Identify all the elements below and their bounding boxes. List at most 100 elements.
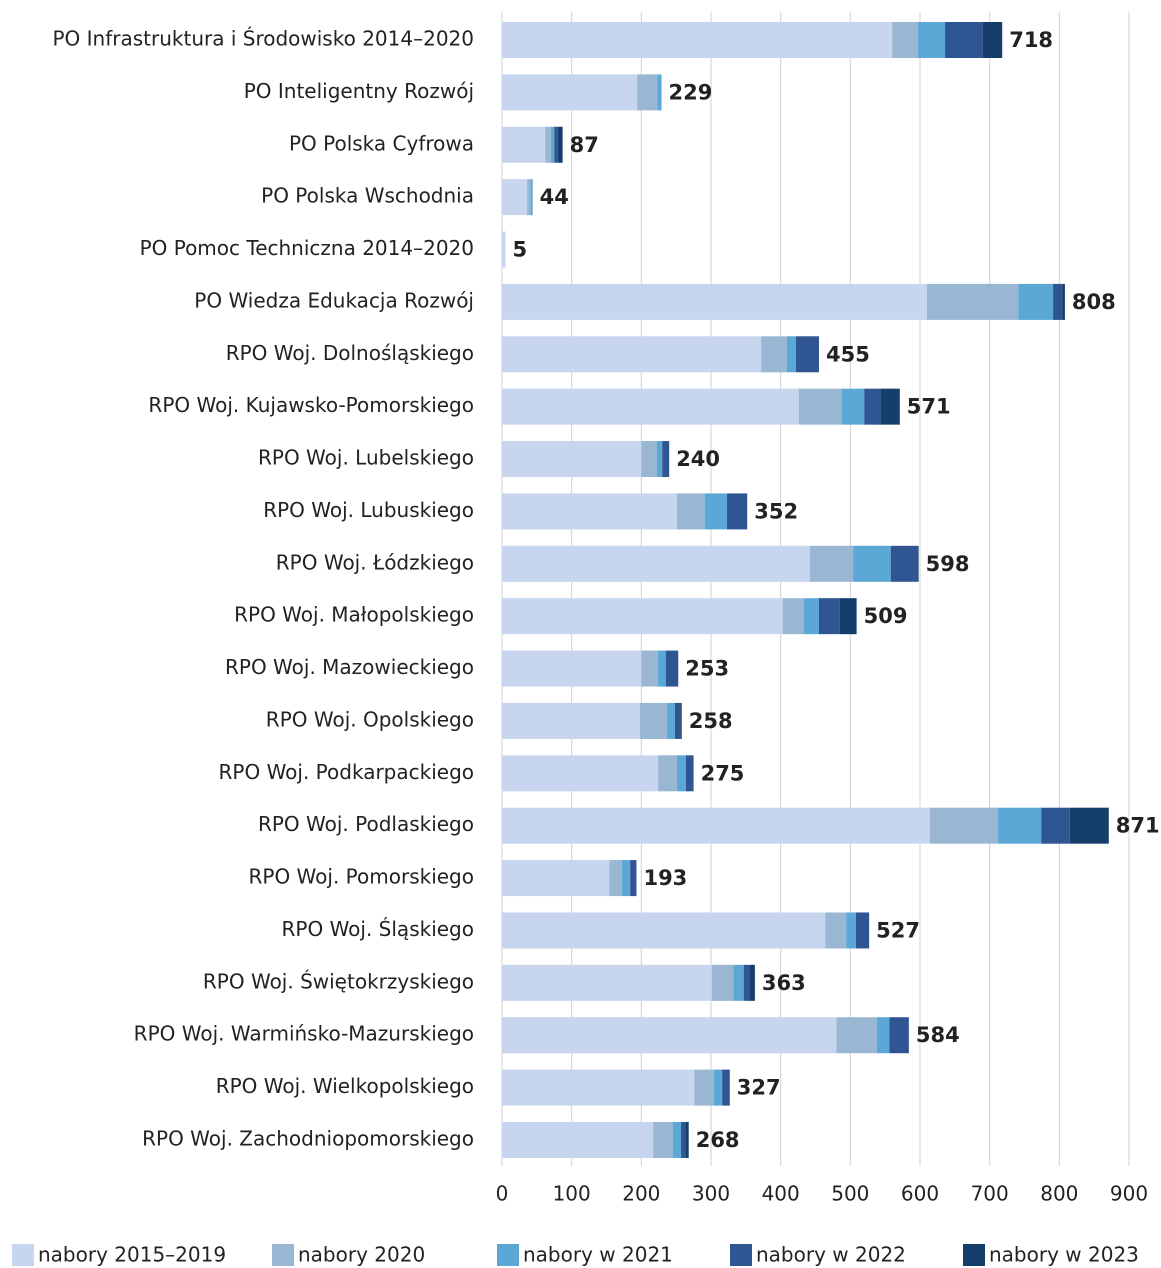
bar-segment: [782, 598, 804, 635]
bar-segment: [841, 388, 865, 425]
bar-segment: [557, 126, 563, 163]
total-label: 352: [754, 499, 798, 523]
total-label: 258: [689, 709, 733, 733]
bar-segment: [1041, 807, 1070, 844]
bar-segment: [502, 860, 610, 897]
bar-segment: [550, 126, 555, 163]
bar-segment: [502, 283, 927, 320]
bar-segment: [502, 545, 810, 582]
total-label: 718: [1009, 28, 1053, 52]
bar-segment: [621, 860, 631, 897]
bar-segment: [982, 22, 1003, 58]
bar-segment: [853, 545, 891, 582]
bar-segment: [846, 912, 856, 949]
bar-segment: [892, 22, 918, 58]
bar-segment: [554, 126, 558, 163]
x-tick-label: 700: [971, 1182, 1009, 1206]
bar-segment: [641, 650, 659, 687]
bar-segment: [545, 126, 551, 163]
total-label: 253: [685, 657, 729, 681]
category-label: RPO Woj. Podkarpackiego: [219, 760, 474, 784]
category-label: RPO Woj. Śląskiego: [282, 917, 474, 941]
bar-segment: [609, 860, 622, 897]
bar-segment: [761, 336, 787, 373]
legend-label: nabory 2015–2019: [38, 1243, 226, 1267]
total-label: 808: [1072, 290, 1116, 314]
bar-segment: [658, 755, 677, 792]
bar-segment: [685, 755, 694, 792]
category-label: RPO Woj. Małopolskiego: [234, 603, 474, 627]
x-tick-label: 900: [1110, 1182, 1148, 1206]
category-label: RPO Woj. Kujawsko-Pomorskiego: [148, 393, 474, 417]
x-tick-label: 500: [831, 1182, 869, 1206]
bar-segment: [502, 1121, 654, 1158]
x-tick-label: 800: [1040, 1182, 1078, 1206]
x-tick-label: 200: [622, 1182, 660, 1206]
bar-segment: [1018, 283, 1054, 320]
bar-segment: [1069, 807, 1109, 844]
bar-segment: [667, 702, 675, 739]
category-label: RPO Woj. Zachodniopomorskiego: [142, 1126, 474, 1150]
bar-segment: [750, 964, 755, 1001]
bar-segment: [662, 441, 670, 478]
total-label: 5: [512, 238, 527, 262]
bar-segment: [839, 598, 857, 635]
bar-segment: [727, 493, 748, 530]
category-label: PO Wiedza Edukacja Rozwój: [194, 288, 474, 312]
bar-segment: [502, 231, 506, 268]
category-label: RPO Woj. Pomorskiego: [249, 865, 475, 889]
bar-segment: [945, 22, 983, 58]
legend-label: nabory w 2023: [989, 1243, 1139, 1267]
bar-segment: [836, 1017, 877, 1054]
category-label: RPO Woj. Lubelskiego: [258, 446, 474, 470]
total-label: 268: [696, 1128, 740, 1152]
category-label: RPO Woj. Lubuskiego: [263, 498, 474, 522]
category-label: PO Inteligentny Rozwój: [244, 79, 474, 103]
total-label: 598: [926, 552, 970, 576]
category-label: RPO Woj. Wielkopolskiego: [216, 1074, 474, 1098]
bar-segment: [656, 441, 663, 478]
category-label: RPO Woj. Warmińsko-Mazurskiego: [134, 1022, 474, 1046]
bar-segment: [658, 650, 666, 687]
bar-segment: [502, 807, 930, 844]
bar-segment: [502, 74, 638, 111]
bar-segment: [502, 650, 642, 687]
bar-segment: [641, 441, 657, 478]
bar-segment: [685, 1121, 689, 1158]
bar-segment: [786, 336, 796, 373]
total-label: 44: [540, 185, 569, 209]
bar-segment: [674, 702, 681, 739]
total-label: 229: [669, 80, 713, 104]
category-label: PO Polska Cyfrowa: [289, 131, 474, 155]
bar-segment: [803, 598, 819, 635]
bar-segment: [676, 493, 705, 530]
total-label: 584: [916, 1023, 960, 1047]
bar-segment: [818, 598, 840, 635]
bar-segment: [630, 860, 637, 897]
bar-segment: [694, 1069, 714, 1106]
bar-segment: [929, 807, 999, 844]
legend-label: nabory w 2021: [523, 1243, 673, 1267]
total-label: 571: [907, 395, 951, 419]
category-label: PO Polska Wschodnia: [261, 184, 474, 208]
bar-segment: [639, 702, 668, 739]
total-label: 527: [876, 918, 920, 942]
total-label: 871: [1116, 814, 1160, 838]
bar-segment: [502, 912, 826, 949]
bar-segment: [890, 545, 918, 582]
bar-segment: [889, 1017, 909, 1054]
bar-segment: [637, 74, 658, 111]
bar-segment: [502, 22, 893, 58]
bar-segment: [917, 22, 946, 58]
x-tick-label: 0: [496, 1182, 509, 1206]
bar-segment: [855, 912, 870, 949]
x-tick-label: 300: [692, 1182, 730, 1206]
legend-label: nabory 2020: [298, 1243, 425, 1267]
bar-segment: [530, 179, 533, 216]
total-label: 327: [737, 1076, 781, 1100]
total-label: 363: [762, 971, 806, 995]
total-label: 193: [643, 866, 687, 890]
legend-swatch: [730, 1244, 752, 1266]
bar-segment: [502, 598, 783, 635]
